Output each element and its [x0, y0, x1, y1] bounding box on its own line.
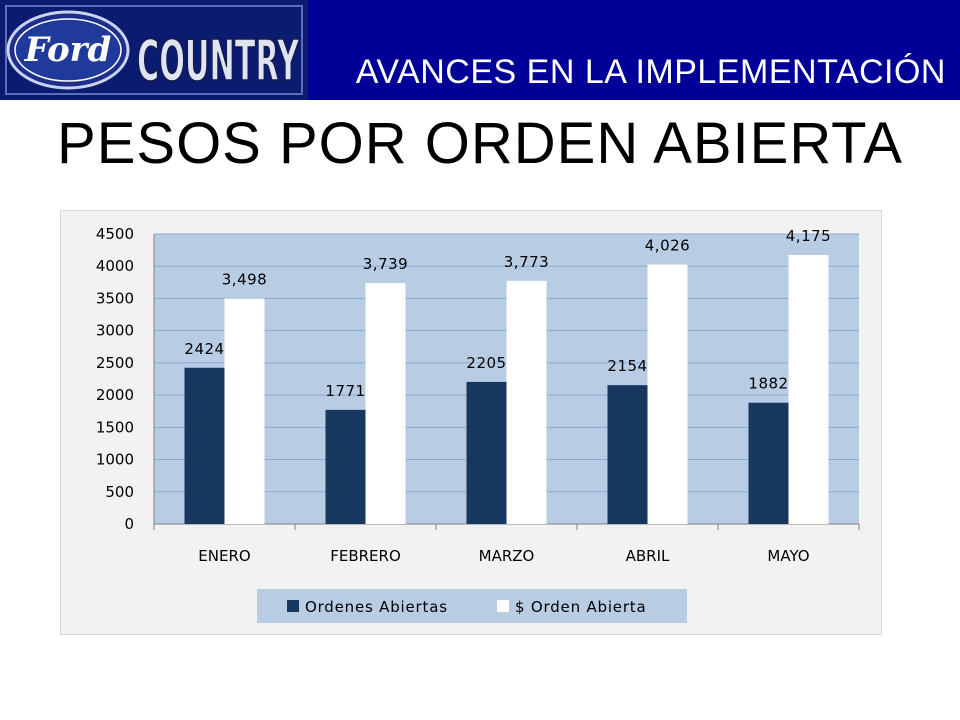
bar-orden-abierta — [788, 254, 829, 524]
data-label: 4,026 — [645, 237, 690, 255]
bar-orden-abierta — [647, 264, 688, 524]
bar-chart: 0 500 1000 1500 2000 2500 3000 3500 4000 4500 2424… — [60, 210, 882, 635]
y-tick-label: 4000 — [96, 257, 134, 275]
x-tick-label: MARZO — [479, 547, 535, 565]
data-label: 1882 — [748, 375, 788, 393]
x-tick-label: ABRIL — [626, 547, 670, 565]
data-label: 1771 — [325, 382, 365, 400]
y-tick-label: 2500 — [96, 354, 134, 372]
header-band: Ford COUNTRY AVANCES EN LA IMPLEMENTACIÓ… — [0, 0, 960, 100]
y-tick-label: 2000 — [96, 386, 134, 404]
ford-country-logo: Ford COUNTRY — [0, 0, 308, 100]
data-label: 3,773 — [504, 253, 549, 271]
header-title: AVANCES EN LA IMPLEMENTACIÓN — [355, 53, 946, 91]
x-tick-label: MAYO — [767, 547, 809, 565]
x-tick-label: ENERO — [198, 547, 250, 565]
bar-ordenes-abiertas — [325, 409, 366, 524]
data-label: 2205 — [466, 354, 506, 372]
y-tick-label: 1000 — [96, 451, 134, 469]
data-label: 4,175 — [786, 227, 831, 245]
logo-ford-text: Ford — [24, 30, 112, 70]
bar-ordenes-abiertas — [466, 381, 507, 524]
bar-orden-abierta — [365, 283, 406, 524]
page-title: PESOS POR ORDEN ABIERTA — [57, 111, 903, 176]
bar-orden-abierta — [506, 280, 547, 524]
bar-orden-abierta — [224, 298, 265, 524]
bar-ordenes-abiertas — [184, 367, 225, 524]
legend-swatch — [497, 600, 509, 612]
y-tick-label: 3000 — [96, 322, 134, 340]
legend-item-orden-abierta: $ Orden Abierta — [515, 598, 646, 616]
y-tick-label: 3500 — [96, 289, 134, 307]
legend-item-ordenes-abiertas: Ordenes Abiertas — [305, 598, 448, 616]
y-tick-label: 0 — [124, 515, 134, 533]
data-label: 3,498 — [222, 271, 267, 289]
data-label: 2154 — [607, 357, 647, 375]
chart-canvas: 0 500 1000 1500 2000 2500 3000 3500 4000 4500 2424… — [96, 225, 860, 623]
data-label: 3,739 — [363, 255, 408, 273]
logo-country-text: COUNTRY — [137, 29, 300, 94]
y-tick-label: 4500 — [96, 225, 134, 243]
y-tick-label: 1500 — [96, 418, 134, 436]
bar-ordenes-abiertas — [607, 385, 648, 524]
x-tick-label: FEBRERO — [330, 547, 401, 565]
legend — [257, 589, 687, 623]
data-label: 2424 — [184, 340, 224, 358]
bar-ordenes-abiertas — [748, 402, 789, 524]
y-tick-label: 500 — [105, 483, 134, 501]
legend-swatch — [287, 600, 299, 612]
